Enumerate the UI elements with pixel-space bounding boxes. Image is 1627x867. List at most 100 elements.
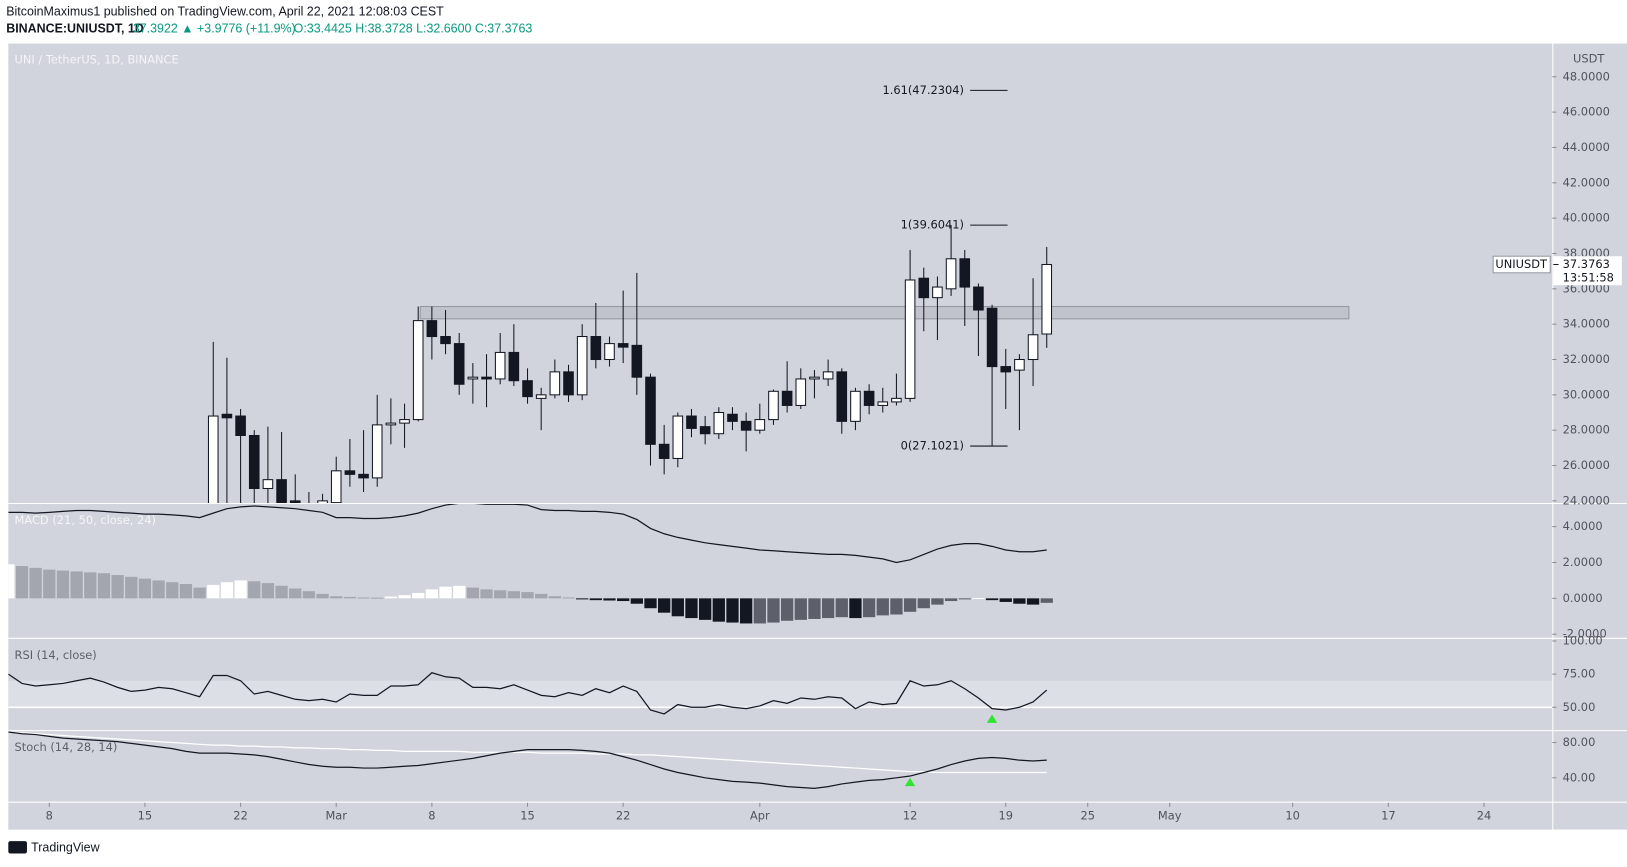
candle-body bbox=[658, 443, 670, 459]
histogram-bar bbox=[234, 580, 247, 599]
x-tick-label: 19 bbox=[998, 809, 1013, 823]
histogram-bar bbox=[439, 586, 452, 599]
candle-body bbox=[235, 415, 246, 437]
y-tick-label: 80.00 bbox=[1563, 735, 1596, 749]
histogram-bar bbox=[780, 598, 794, 621]
candle-body bbox=[672, 415, 684, 459]
candle-body bbox=[795, 378, 807, 406]
quote: 37.3922 ▲ +3.9776 (+11.9%) bbox=[133, 21, 296, 35]
candle-body bbox=[891, 397, 902, 403]
candle-body bbox=[863, 390, 875, 406]
histogram-bar bbox=[753, 598, 766, 624]
candle-body bbox=[727, 413, 738, 422]
candle-body bbox=[453, 343, 465, 385]
y-tick-label: 46.0000 bbox=[1563, 105, 1610, 119]
candle-body bbox=[604, 343, 615, 361]
histogram-bar bbox=[261, 583, 275, 599]
y-tick-label: 30.0000 bbox=[1563, 387, 1610, 401]
histogram-bar bbox=[862, 598, 876, 618]
histogram-bar bbox=[535, 593, 548, 599]
indicator-line bbox=[8, 731, 1047, 790]
y-tick-label: 34.0000 bbox=[1563, 317, 1610, 331]
histogram-bar bbox=[849, 598, 862, 619]
histogram-bar bbox=[97, 573, 111, 599]
histogram-bar bbox=[166, 582, 179, 599]
x-tick-label: Mar bbox=[325, 809, 347, 823]
histogram-bar bbox=[56, 570, 70, 599]
fib-label: 1(39.6041) bbox=[901, 218, 964, 232]
candle-body bbox=[426, 320, 438, 338]
y-tick-label: 32.0000 bbox=[1563, 352, 1610, 366]
candle-body bbox=[276, 479, 287, 503]
candle-body bbox=[631, 344, 643, 378]
histogram-bar bbox=[698, 598, 712, 620]
publisher-line: BitcoinMaximus1 published on TradingView… bbox=[6, 5, 444, 19]
histogram-bar bbox=[808, 598, 821, 619]
x-tick-label: 8 bbox=[428, 809, 435, 823]
candle-body bbox=[740, 420, 752, 431]
y-tick-label: 2.0000 bbox=[1563, 555, 1603, 569]
candle-body bbox=[822, 371, 834, 380]
candle-body bbox=[986, 307, 998, 368]
candle-body bbox=[754, 419, 766, 431]
histogram-bar bbox=[15, 566, 29, 599]
pane-title: Stoch (14, 28, 14) bbox=[15, 740, 118, 754]
histogram-bar bbox=[644, 598, 657, 609]
symbol-tag-label: UNIUSDT bbox=[1495, 257, 1547, 271]
candle-body bbox=[412, 320, 424, 421]
histogram-bar bbox=[494, 590, 507, 599]
x-tick-label: 12 bbox=[903, 809, 918, 823]
histogram-bar bbox=[152, 580, 165, 599]
candle-body bbox=[344, 470, 356, 475]
candle-body bbox=[809, 376, 820, 380]
indicator-line bbox=[8, 672, 1048, 715]
pane bbox=[8, 731, 1047, 790]
candle-body bbox=[522, 380, 533, 398]
signal-arrow bbox=[904, 777, 916, 787]
footer-logo: TradingView bbox=[8, 841, 101, 855]
candle-body bbox=[836, 371, 848, 422]
histogram-bar bbox=[931, 598, 944, 605]
y-tick-label: -2.0000 bbox=[1563, 627, 1607, 641]
x-tick-label: 24 bbox=[1477, 809, 1492, 823]
x-tick-label: Apr bbox=[750, 809, 770, 823]
histogram-bar bbox=[972, 597, 985, 600]
histogram-bar bbox=[302, 591, 316, 599]
candle-body bbox=[877, 401, 889, 406]
candle-body bbox=[959, 258, 971, 288]
x-tick-label: 25 bbox=[1080, 809, 1095, 823]
candle-body bbox=[904, 279, 916, 399]
x-tick-label: 10 bbox=[1285, 809, 1300, 823]
y-tick-label: 0.0000 bbox=[1563, 591, 1603, 605]
candle-body bbox=[371, 424, 383, 479]
candle-body bbox=[221, 413, 233, 419]
histogram-bar bbox=[835, 598, 848, 618]
histogram-bar bbox=[138, 578, 152, 599]
histogram-bar bbox=[275, 585, 288, 599]
candle-body bbox=[289, 500, 301, 503]
candle-body bbox=[317, 500, 328, 503]
histogram-bar bbox=[1026, 598, 1040, 605]
histogram-bar bbox=[958, 598, 971, 600]
y-tick-label: 40.0000 bbox=[1563, 211, 1610, 225]
candle-body bbox=[768, 390, 779, 421]
histogram-bar bbox=[576, 598, 589, 600]
histogram-bar bbox=[384, 596, 398, 599]
candle-body bbox=[713, 411, 725, 435]
histogram-bar bbox=[316, 593, 329, 599]
y-tick-label: 4.0000 bbox=[1563, 519, 1603, 533]
candle-body bbox=[330, 470, 342, 503]
histogram-bar bbox=[1040, 598, 1053, 603]
x-tick-label: 22 bbox=[233, 809, 248, 823]
y-axis-label: USDT bbox=[1573, 52, 1604, 66]
histogram-bar bbox=[589, 598, 602, 601]
fib-label: 0(27.1021) bbox=[901, 439, 964, 453]
histogram-bar bbox=[412, 592, 425, 599]
symbol: BINANCE:UNIUSDT, 1D bbox=[6, 21, 144, 35]
histogram-bar bbox=[343, 596, 357, 599]
fib-label: 1.61(47.2304) bbox=[882, 83, 963, 97]
histogram-bar bbox=[739, 598, 753, 624]
pane-title: MACD (21, 50, close, 24) bbox=[15, 513, 156, 527]
histogram-bar bbox=[84, 572, 97, 599]
